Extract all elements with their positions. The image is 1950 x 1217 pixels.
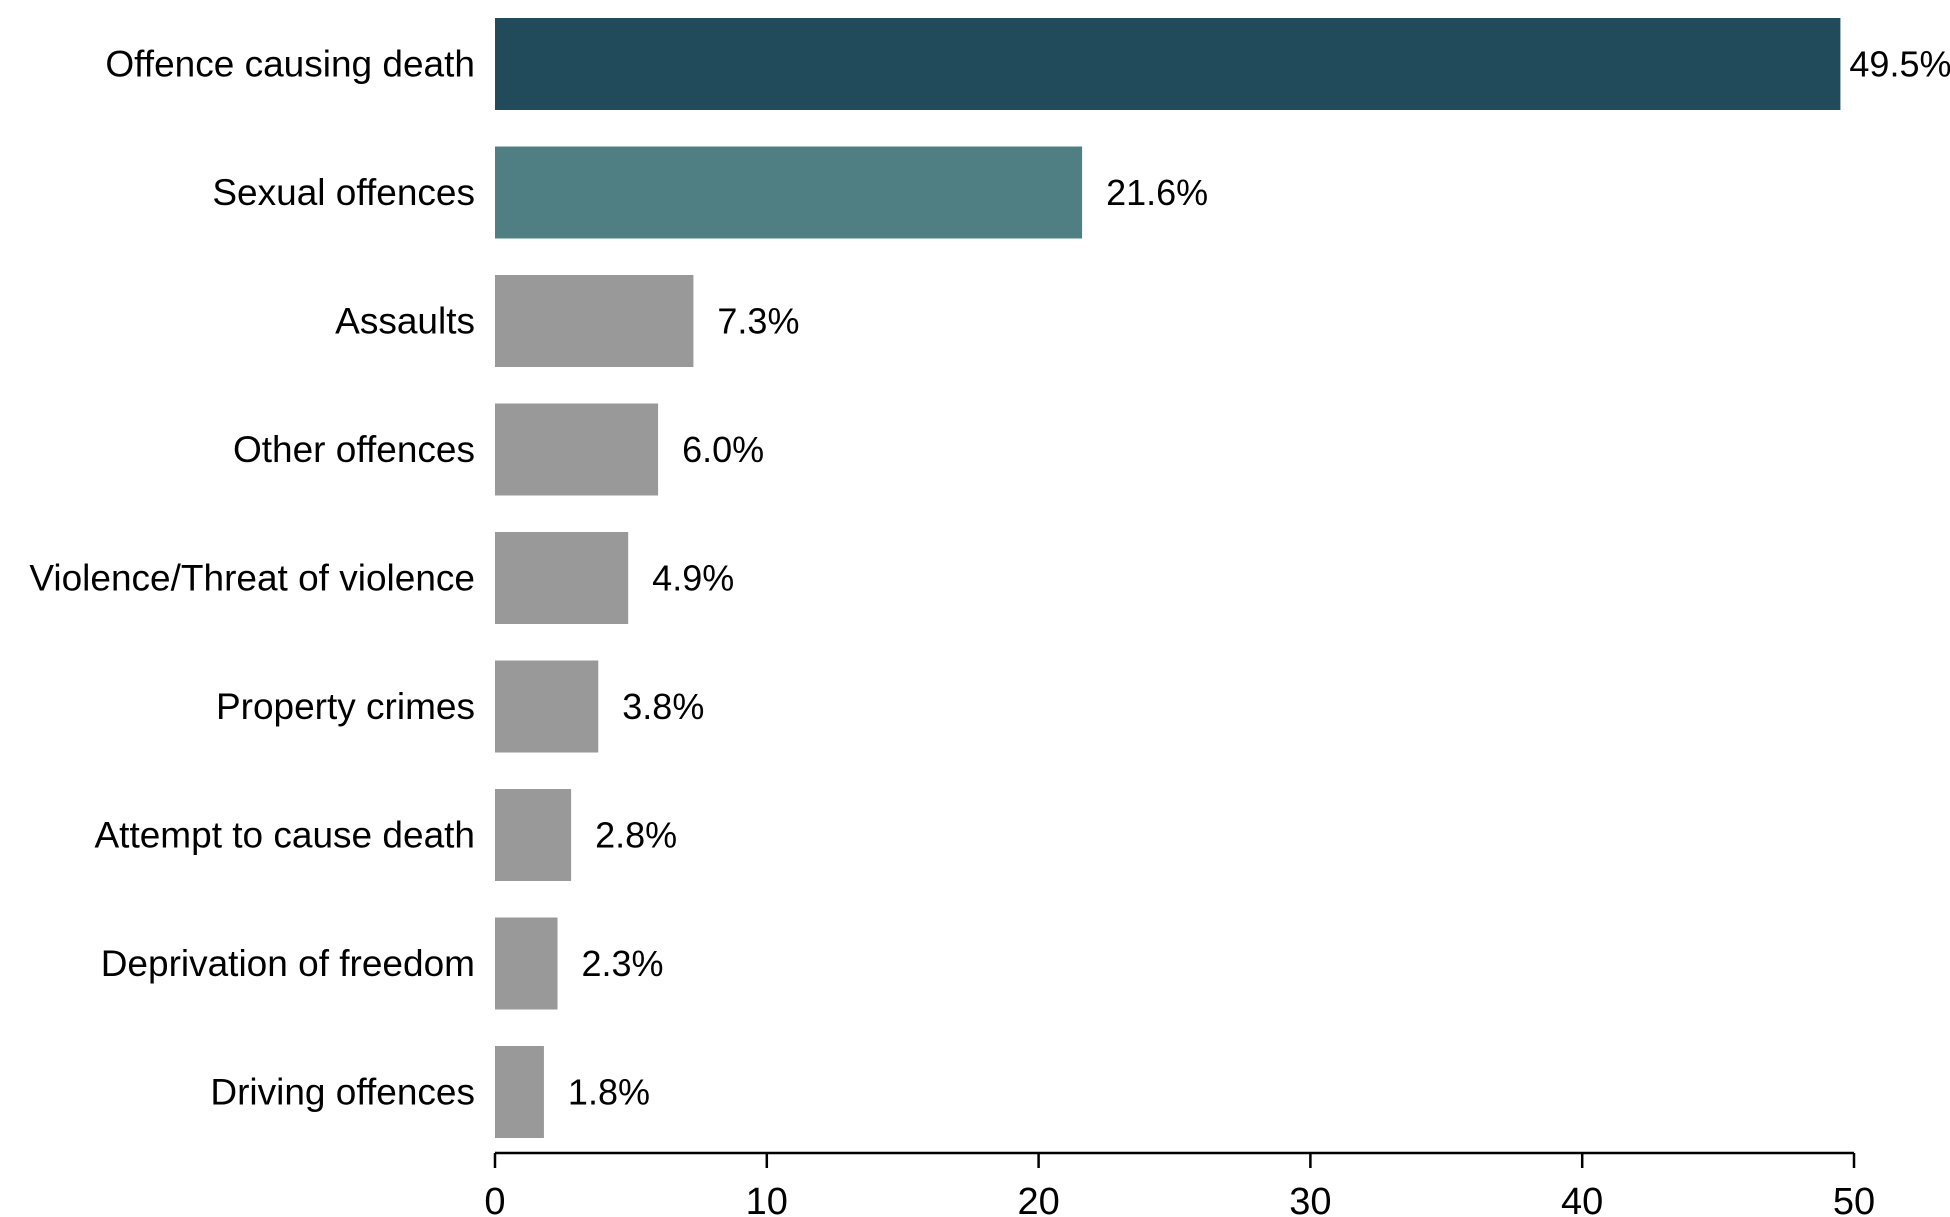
category-label-driving-offences: Driving offences [210,1072,475,1113]
x-tick-label-50: 50 [1833,1181,1875,1217]
x-tick-label-40: 40 [1561,1181,1603,1217]
bars-group [495,18,1841,1138]
bar-assaults [495,275,694,367]
value-label-violence-threat-of-violence: 4.9% [652,558,734,599]
category-label-sexual-offences: Sexual offences [212,172,475,213]
category-label-violence-threat-of-violence: Violence/Threat of violence [29,558,475,599]
bar-attempt-to-cause-death [495,789,572,881]
x-tick-label-20: 20 [1017,1181,1059,1217]
bar-property-crimes [495,660,599,753]
category-label-assaults: Assaults [335,301,475,342]
value-label-offence-causing-death: 49.5% [1849,44,1950,85]
bar-driving-offences [495,1046,544,1138]
value-label-property-crimes: 3.8% [622,686,704,727]
value-label-deprivation-of-freedom: 2.3% [582,943,664,984]
value-label-attempt-to-cause-death: 2.8% [595,815,677,856]
x-tick-label-10: 10 [746,1181,788,1217]
category-label-attempt-to-cause-death: Attempt to cause death [94,815,475,856]
value-label-sexual-offences: 21.6% [1106,172,1208,213]
category-label-other-offences: Other offences [233,429,475,470]
bar-other-offences [495,403,659,496]
bar-violence-threat-of-violence [495,532,629,624]
category-labels-group: Offence causing death Sexual offences Assa… [29,44,475,1113]
x-axis: 0 10 20 30 40 50 [484,1151,1875,1217]
value-label-other-offences: 6.0% [682,429,764,470]
category-label-offence-causing-death: Offence causing death [105,44,475,85]
x-tick-label-0: 0 [484,1181,505,1217]
value-labels-group: 49.5% 21.6% 7.3% 6.0% 4.9% 3.8% 2.8% 2.3% 1.8% [568,44,1950,1113]
category-label-property-crimes: Property crimes [216,686,475,727]
x-tick-label-30: 30 [1289,1181,1331,1217]
value-label-driving-offences: 1.8% [568,1072,650,1113]
category-label-deprivation-of-freedom: Deprivation of freedom [101,943,475,984]
value-label-assaults: 7.3% [717,301,799,342]
bar-deprivation-of-freedom [495,917,558,1010]
bar-offence-causing-death [495,18,1841,110]
bar-sexual-offences [495,146,1083,239]
